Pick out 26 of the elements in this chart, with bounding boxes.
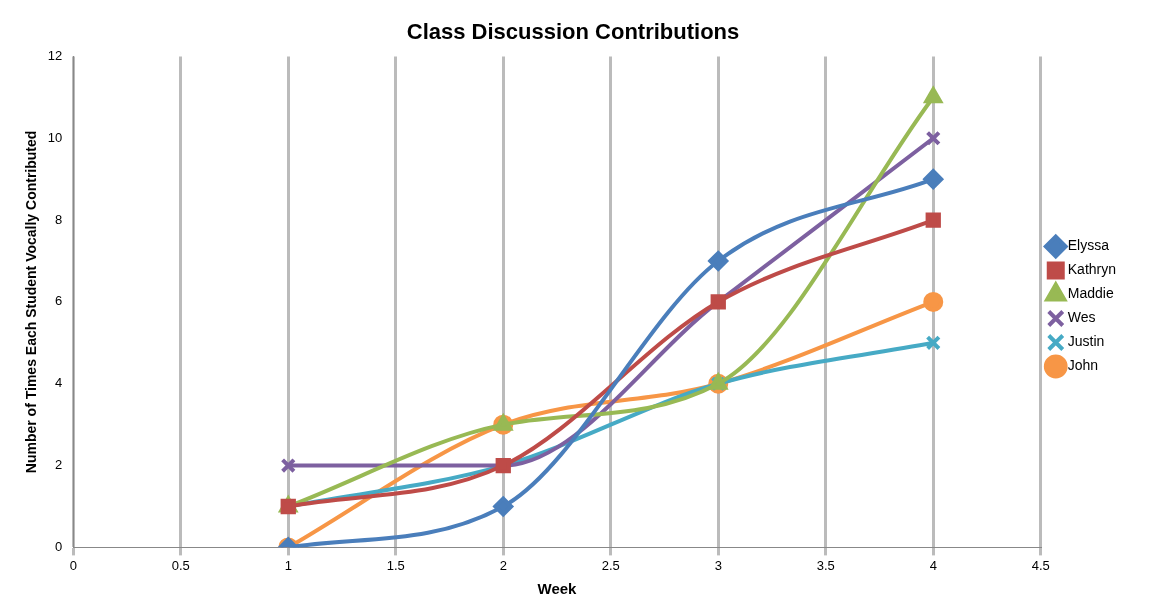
x-tick-label: 1.5 (386, 557, 405, 573)
x-tick-label: 0.5 (171, 557, 190, 573)
x-tick-label: 4 (929, 557, 937, 573)
y-tick-label: 6 (55, 293, 63, 309)
x-tick-label: 3 (714, 557, 722, 573)
x-tick-label: 0 (69, 557, 77, 573)
x-tick-label: 2 (499, 557, 507, 573)
x-tick-label: 2.5 (601, 557, 620, 573)
legend-label: Justin (1067, 333, 1105, 350)
y-tick-label: 10 (47, 129, 63, 145)
x-tick-label: 4.5 (1031, 557, 1050, 573)
legend-label: John (1067, 357, 1099, 374)
y-tick-label: 12 (47, 47, 63, 63)
legend-label: Maddie (1067, 285, 1114, 302)
chart-title: Class Discussion Contributions (406, 19, 740, 45)
legend-label: Elyssa (1067, 237, 1110, 254)
y-tick-label: 4 (55, 375, 63, 391)
legend-label: Kathryn (1067, 261, 1116, 278)
legend-label: Wes (1067, 309, 1096, 326)
y-tick-label: 0 (55, 538, 63, 554)
y-axis-title: Number of Times Each Student Vocally Contributed (23, 130, 40, 474)
y-tick-label: 2 (55, 457, 63, 473)
x-axis-title: Week (537, 580, 578, 598)
x-tick-label: 1 (284, 557, 292, 573)
x-tick-label: 3.5 (816, 557, 835, 573)
y-tick-label: 8 (55, 211, 63, 227)
